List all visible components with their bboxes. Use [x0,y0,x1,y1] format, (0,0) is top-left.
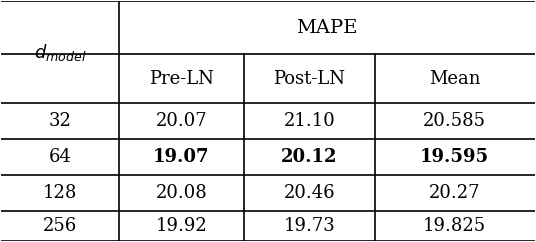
Text: 20.08: 20.08 [155,184,207,202]
Text: 20.27: 20.27 [429,184,480,202]
Text: Post-LN: Post-LN [273,69,345,88]
Text: 128: 128 [43,184,77,202]
Text: 19.92: 19.92 [155,217,207,235]
Text: 32: 32 [49,112,71,130]
Text: 19.73: 19.73 [284,217,335,235]
Text: 19.825: 19.825 [423,217,486,235]
Text: 20.07: 20.07 [155,112,207,130]
Text: Pre-LN: Pre-LN [149,69,214,88]
Text: 21.10: 21.10 [284,112,335,130]
Text: MAPE: MAPE [296,19,358,37]
Text: 64: 64 [49,148,71,166]
Text: 20.46: 20.46 [284,184,335,202]
Text: 20.585: 20.585 [423,112,486,130]
Text: $d_{model}$: $d_{model}$ [34,42,86,63]
Text: Mean: Mean [429,69,480,88]
Text: 19.07: 19.07 [153,148,210,166]
Text: 256: 256 [43,217,77,235]
Text: 19.595: 19.595 [420,148,489,166]
Text: 20.12: 20.12 [281,148,338,166]
